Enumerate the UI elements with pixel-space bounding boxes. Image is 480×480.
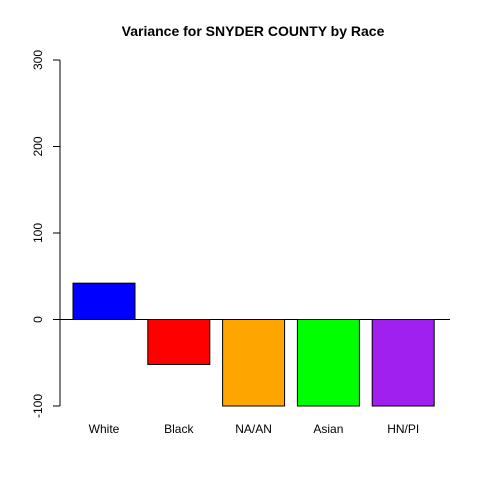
x-tick-label: Asian: [313, 422, 343, 436]
x-tick-label: NA/AN: [235, 422, 272, 436]
chart-title: Variance for SNYDER COUNTY by Race: [122, 23, 385, 39]
y-tick-label: 200: [31, 136, 45, 156]
y-tick-label: 100: [31, 223, 45, 243]
bar-asian: [296, 319, 360, 407]
x-tick-label: HN/PI: [387, 422, 419, 436]
y-tick-label: 0: [31, 316, 45, 323]
y-tick-label: -100: [31, 394, 45, 418]
x-axis-labels: White Black NA/AN Asian HN/PI: [89, 422, 420, 436]
x-tick-label: White: [89, 422, 120, 436]
bar-white: [72, 282, 136, 321]
y-tick-label: 300: [31, 50, 45, 70]
bars: [72, 282, 435, 407]
bar-na-an: [222, 319, 286, 407]
x-tick-label: Black: [164, 422, 194, 436]
bar-black: [147, 319, 211, 365]
y-axis: -100 0 100 200 300: [31, 50, 61, 418]
bar-hn-pi: [371, 319, 435, 407]
